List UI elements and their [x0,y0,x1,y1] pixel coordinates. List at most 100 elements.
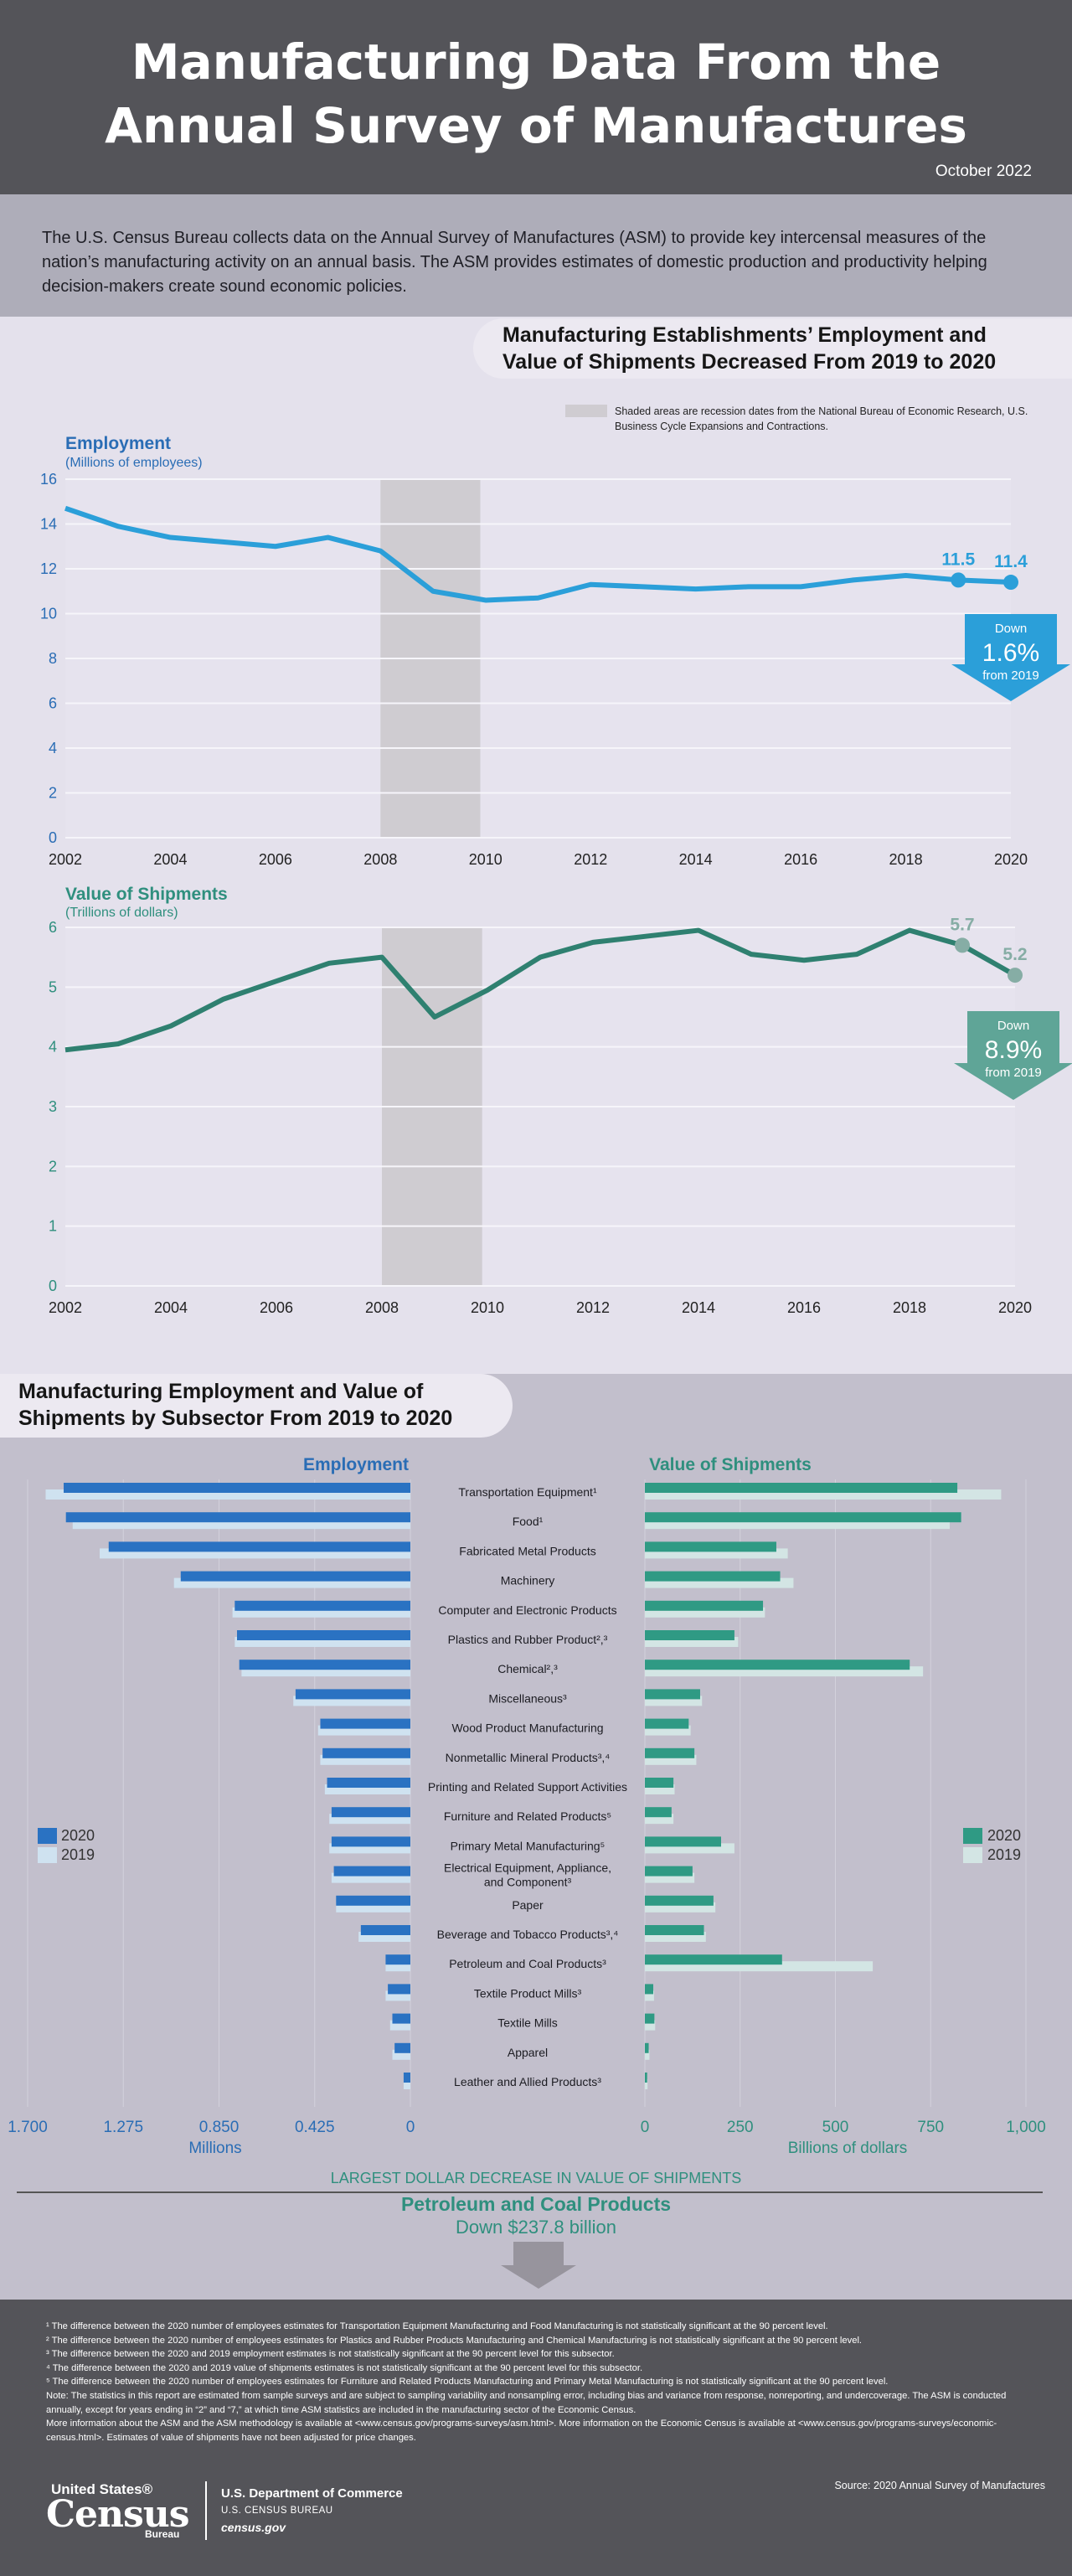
ship-bar-2020 [645,1954,782,1965]
ship-bar-2020 [645,1483,958,1493]
emp-bar-2020 [239,1660,410,1670]
category-label: and Component³ [484,1876,572,1889]
emp-x-tick: 0 [406,2119,415,2136]
y-tick-label: 8 [49,650,57,667]
callout-top: Down [995,622,1027,636]
callout-bottom: from 2019 [985,1066,1042,1080]
callout-arrow [954,1011,1072,1100]
footnote-2: ² The difference between the 2020 number… [46,2335,863,2346]
x-tick-label: 2010 [471,1299,504,1316]
ship-bar-2020 [645,1866,693,1877]
data-label: 11.5 [941,550,975,569]
category-label: Electrical Equipment, Appliance, [444,1861,611,1875]
emp-x-tick: 0.425 [295,2119,335,2136]
category-label: Transportation Equipment¹ [458,1485,597,1499]
ship-bar-2020 [645,2073,647,2083]
shipments-line-chart: 0 1 2 3 4 5 6 2002 2004 2006 2008 2010 2012 2014 2016 2… [49,917,1072,1316]
subsector-bar-chart: Employment Value of Shipments Transportati… [8,1455,1046,2157]
category-label: Chemical²,³ [497,1662,558,1675]
data-label: 11.4 [994,552,1028,571]
logo-census: Census [46,2493,190,2536]
largest-decrease-rule [17,2191,1043,2193]
series-line [64,927,1017,1053]
footnote-note: Note: The statistics in this report are … [46,2390,1007,2415]
x-tick-label: 2002 [49,851,82,868]
logo-bureau: Bureau [145,2528,180,2540]
category-label: Computer and Electronic Products [438,1603,616,1617]
section1-title-pill [473,318,1072,379]
intro-banner: The U.S. Census Bureau collects data on … [0,194,1072,317]
footnotes-panel: ¹ The difference between the 2020 number… [0,2300,1072,2576]
category-label: Machinery [501,1574,555,1587]
intro-text: The U.S. Census Bureau collects data on … [42,229,987,296]
callout-value: 1.6% [982,639,1039,667]
department-name: U.S. Department of Commerce [221,2486,403,2501]
x-tick-label: 2014 [679,851,713,868]
y-tick-label: 0 [49,829,57,846]
x-tick-label: 2020 [994,851,1028,868]
y-tick-label: 3 [49,1098,57,1115]
category-label: Paper [512,1898,544,1912]
x-tick-label: 2018 [893,1299,926,1316]
census-site-link[interactable]: census.gov [221,2521,286,2534]
category-label: Furniture and Related Products⁵ [444,1809,611,1823]
x-tick-label: 2002 [49,1299,82,1316]
category-label: Fabricated Metal Products [459,1544,595,1557]
ship-legend-2019-label: 2019 [987,1846,1021,1863]
emp-bar-2020 [333,1866,410,1877]
x-tick-label: 2006 [260,1299,293,1316]
x-tick-label: 2014 [682,1299,715,1316]
ship-bar-2020 [645,1747,695,1758]
y-tick-label: 2 [49,785,57,802]
emp-bar-2020 [65,1512,410,1523]
emp-bar-2020 [64,1483,410,1493]
y-tick-label: 0 [49,1278,57,1294]
y-tick-label: 6 [49,695,57,712]
data-point [951,572,966,588]
category-label: Nonmetallic Mineral Products³,⁴ [446,1751,611,1764]
category-label: Apparel [508,2046,548,2059]
data-label: 5.2 [1002,945,1027,964]
ship-bar-2020 [645,1660,910,1670]
emp-bar-2020 [180,1571,411,1582]
ship-panel-title: Value of Shipments [649,1455,812,1474]
y-tick-label: 1 [49,1218,57,1235]
category-label: Primary Metal Manufacturing⁵ [451,1839,606,1852]
largest-decrease-heading: LARGEST DOLLAR DECREASE IN VALUE OF SHIP… [330,2170,742,2186]
footnote-5: ⁵ The difference between the 2020 number… [46,2377,889,2388]
data-point [1008,968,1023,983]
ship-bar-2019 [645,2079,648,2089]
category-label: Wood Product Manufacturing [451,1722,603,1735]
ship-bar-2020 [645,1925,704,1935]
callout-top: Down [997,1019,1029,1033]
ship-x-tick: 0 [641,2119,650,2136]
logo-divider [205,2481,207,2540]
shipments-chart-title: Value of Shipments [65,885,228,904]
emp-bar-2020 [388,1984,410,1995]
category-label: Miscellaneous³ [488,1691,567,1705]
y-tick-label: 12 [40,560,57,577]
x-tick-label: 2012 [576,1299,610,1316]
footnote-1: ¹ The difference between the 2020 number… [46,2321,828,2331]
ship-bar-2020 [645,2042,649,2053]
ship-bar-2020 [645,1541,776,1552]
emp-legend-2020-label: 2020 [61,1827,95,1844]
bureau-name: U.S. CENSUS BUREAU [221,2506,333,2516]
y-tick-label: 4 [49,740,57,756]
x-tick-label: 2016 [787,1299,821,1316]
emp-legend-2019-label: 2019 [61,1846,95,1863]
x-tick-label: 2018 [889,851,923,868]
category-label: Textile Product Mills³ [474,1986,582,2000]
emp-bar-2020 [295,1689,410,1700]
x-tick-label: 2004 [154,1299,188,1316]
category-label: Food¹ [513,1515,544,1528]
emp-bar-2020 [331,1836,410,1847]
emp-bar-2020 [360,1925,410,1935]
y-tick-label: 4 [49,1039,57,1056]
source-note: Source: 2020 Annual Survey of Manufactur… [834,2480,1045,2491]
census-bureau-logo[interactable]: United States® Census Bureau [46,2481,197,2542]
ship-bar-2020 [645,1689,700,1700]
x-tick-label: 2008 [365,1299,399,1316]
series-line [64,505,1012,603]
data-label: 5.7 [950,917,974,934]
